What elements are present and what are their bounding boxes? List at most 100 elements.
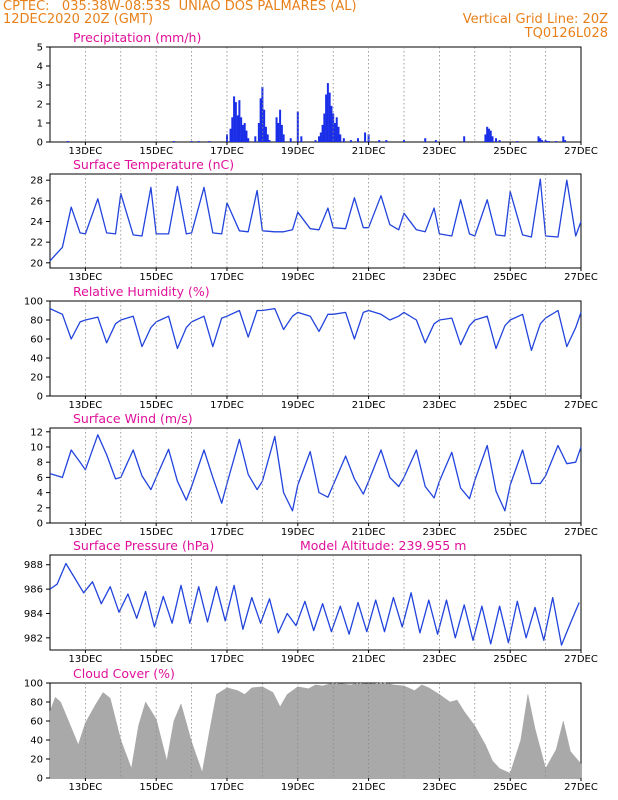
precip-bar xyxy=(323,113,326,142)
y-tick-label: 2 xyxy=(37,100,43,111)
x-tick-label: 15DEC xyxy=(139,654,173,665)
precip-bar xyxy=(234,102,237,142)
x-tick-label: 21DEC xyxy=(352,654,386,665)
y-tick-label: 60 xyxy=(30,335,43,346)
precip-bar xyxy=(208,141,211,142)
x-tick-label: 25DEC xyxy=(493,782,527,793)
y-tick-label: 100 xyxy=(24,297,43,308)
y-tick-label: 984 xyxy=(24,609,43,620)
precip-bar xyxy=(289,138,292,142)
precip-bar xyxy=(385,140,388,142)
precip-bar xyxy=(487,128,490,142)
y-tick-label: 22 xyxy=(30,238,43,249)
precip-bar xyxy=(339,134,342,142)
header-grid-line: Vertical Grid Line: 20Z xyxy=(462,12,608,27)
x-tick-label: 23DEC xyxy=(423,272,457,283)
x-tick-label: 19DEC xyxy=(281,527,315,538)
precip-bar xyxy=(296,111,299,142)
x-tick-label: 23DEC xyxy=(423,146,457,157)
precip-bar xyxy=(254,136,257,142)
y-tick-label: 28 xyxy=(30,176,43,187)
x-tick-label: 17DEC xyxy=(210,654,244,665)
precip-bar xyxy=(236,115,239,142)
precip-bar xyxy=(356,138,359,142)
precip-bar xyxy=(541,140,544,142)
panel-title: Relative Humidity (%) xyxy=(73,284,210,299)
y-tick-label: 60 xyxy=(30,717,43,728)
x-tick-label: 23DEC xyxy=(423,654,457,665)
y-tick-label: 20 xyxy=(30,755,43,766)
precip-bar xyxy=(197,141,200,142)
x-tick-label: 21DEC xyxy=(352,527,386,538)
precip-bar xyxy=(172,141,175,142)
header-location: CPTEC: 035:38W-08:53S UNIAO DOS PALMARES… xyxy=(3,0,357,14)
y-tick-label: 12 xyxy=(30,427,43,438)
panel-title: Cloud Cover (%) xyxy=(73,666,175,681)
precip-bar xyxy=(282,134,285,142)
y-tick-label: 2 xyxy=(37,503,43,514)
precip-bar xyxy=(247,138,250,142)
precip-bar xyxy=(266,134,269,142)
x-tick-label: 21DEC xyxy=(352,272,386,283)
x-tick-label: 13DEC xyxy=(69,272,103,283)
x-tick-label: 13DEC xyxy=(69,654,103,665)
precip-bar xyxy=(300,136,303,142)
panel-frame xyxy=(49,300,582,397)
precip-bar xyxy=(378,140,381,142)
x-tick-label: 15DEC xyxy=(139,272,173,283)
y-tick-label: 8 xyxy=(37,458,43,469)
panel-title: Surface Pressure (hPa) xyxy=(73,538,214,553)
y-tick-label: 0 xyxy=(37,774,43,785)
precip-bar xyxy=(489,130,492,142)
precip-bar xyxy=(463,136,466,142)
x-tick-label: 27DEC xyxy=(564,782,598,793)
header-datetime: 12DEC2020 20Z (GMT) xyxy=(3,12,154,27)
precip-bar xyxy=(245,130,248,142)
precip-bar xyxy=(367,134,370,142)
y-tick-label: 80 xyxy=(30,698,43,709)
x-tick-label: 19DEC xyxy=(281,782,315,793)
precip-bar xyxy=(564,140,567,142)
y-tick-label: 20 xyxy=(30,258,43,269)
x-tick-label: 19DEC xyxy=(281,400,315,411)
y-tick-label: 10 xyxy=(30,443,43,454)
precip-bar xyxy=(190,141,193,142)
y-tick-label: 5 xyxy=(37,43,43,54)
series-line xyxy=(49,307,582,352)
precip-bar xyxy=(314,140,317,142)
x-tick-label: 19DEC xyxy=(281,272,315,283)
precip-bar xyxy=(326,83,329,142)
y-tick-label: 4 xyxy=(37,488,43,499)
x-tick-label: 21DEC xyxy=(352,146,386,157)
y-tick-label: 982 xyxy=(24,633,43,644)
y-tick-label: 0 xyxy=(37,392,43,403)
precip-bar xyxy=(498,140,501,142)
y-tick-label: 80 xyxy=(30,316,43,327)
precip-bar xyxy=(516,141,519,142)
x-tick-label: 21DEC xyxy=(352,400,386,411)
y-tick-label: 988 xyxy=(24,560,43,571)
precip-bar xyxy=(66,141,69,142)
precip-bar xyxy=(263,109,266,142)
y-tick-label: 24 xyxy=(30,217,43,228)
x-tick-label: 21DEC xyxy=(352,782,386,793)
y-tick-label: 0 xyxy=(37,138,43,149)
x-tick-label: 25DEC xyxy=(493,527,527,538)
x-tick-label: 27DEC xyxy=(564,527,598,538)
precip-bar xyxy=(335,117,338,142)
x-tick-label: 15DEC xyxy=(139,527,173,538)
precip-bar xyxy=(231,117,234,142)
precip-bar xyxy=(539,138,542,142)
y-tick-label: 3 xyxy=(37,81,43,92)
x-tick-label: 15DEC xyxy=(139,400,173,411)
precip-bar xyxy=(319,132,322,142)
x-tick-label: 19DEC xyxy=(281,654,315,665)
precip-bar xyxy=(261,86,264,142)
x-tick-label: 23DEC xyxy=(423,400,457,411)
precip-bar xyxy=(486,126,489,142)
precip-bar xyxy=(229,128,232,142)
y-tick-label: 20 xyxy=(30,373,43,384)
x-tick-label: 25DEC xyxy=(493,272,527,283)
precip-bar xyxy=(325,94,328,142)
precip-bar xyxy=(484,134,487,142)
